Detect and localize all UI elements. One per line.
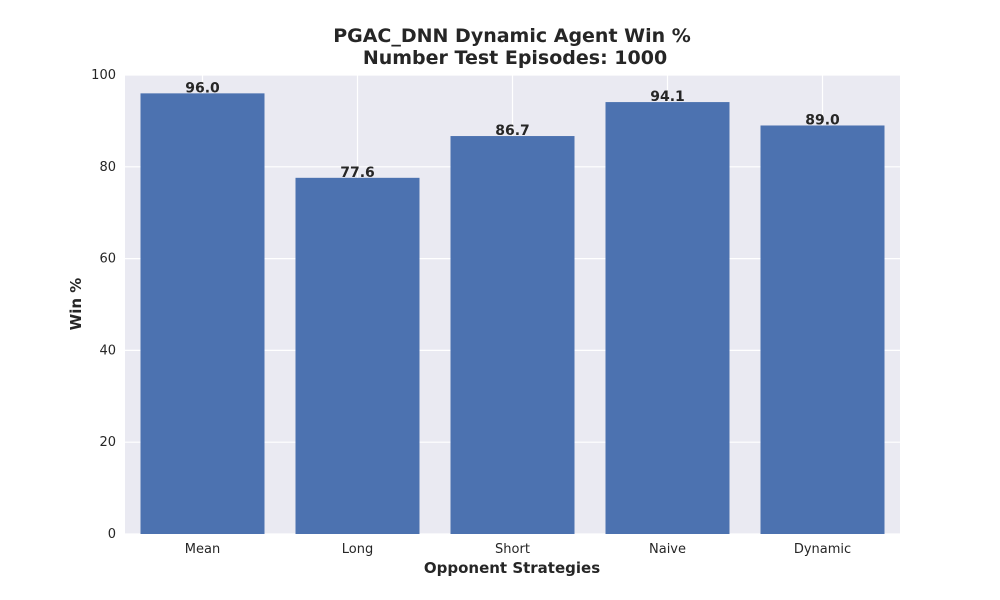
x-tick-label-long: Long [342, 542, 373, 557]
x-axis-ticks: Mean Long Short Naive Dynamic [185, 542, 851, 557]
data-label-short: 86.7 [495, 123, 530, 139]
bar-dynamic [760, 125, 885, 535]
data-labels: 96.0 77.6 86.7 94.1 89.0 [185, 80, 840, 180]
x-tick-label-short: Short [495, 542, 530, 557]
chart-subtitle: Number Test Episodes: 1000 [363, 47, 667, 69]
x-tick-label-naive: Naive [649, 542, 686, 557]
data-label-dynamic: 89.0 [805, 112, 840, 128]
bar-long [295, 177, 420, 535]
y-tick-label: 60 [99, 252, 116, 267]
y-tick-label: 100 [91, 68, 116, 83]
bar-mean [140, 93, 265, 535]
y-tick-label: 80 [99, 160, 116, 175]
y-axis-ticks: 0 20 40 60 80 100 [91, 68, 116, 542]
data-label-mean: 96.0 [185, 80, 220, 96]
x-tick-label-dynamic: Dynamic [794, 542, 851, 557]
x-tick-label-mean: Mean [185, 542, 220, 557]
chart-title: PGAC_DNN Dynamic Agent Win % [333, 25, 691, 47]
bar-short [450, 136, 575, 534]
bar-naive [605, 102, 730, 535]
y-tick-label: 20 [99, 435, 116, 450]
data-label-long: 77.6 [340, 165, 375, 181]
data-label-naive: 94.1 [650, 89, 685, 105]
x-axis-label: Opponent Strategies [424, 559, 600, 577]
bars [140, 93, 885, 535]
y-axis-label: Win % [67, 278, 85, 331]
y-tick-label: 40 [99, 343, 116, 358]
y-tick-label: 0 [108, 527, 116, 542]
